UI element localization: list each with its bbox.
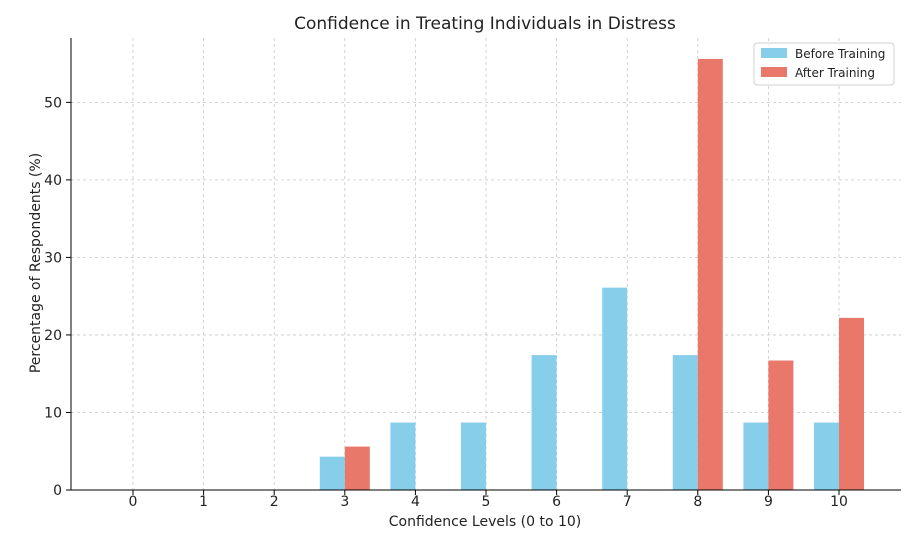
bar-after-training-8 xyxy=(697,58,723,490)
y-tick-label: 0 xyxy=(53,483,62,499)
x-tick-label: 4 xyxy=(411,494,420,510)
bar-after-training-9 xyxy=(768,360,794,490)
legend: Before Training After Training xyxy=(753,42,895,86)
x-tick-label: 9 xyxy=(764,494,773,510)
bar-after-training-3 xyxy=(344,446,370,490)
bar-before-training-3 xyxy=(319,456,345,490)
x-tick-label: 2 xyxy=(270,494,279,510)
bar-before-training-6 xyxy=(531,355,557,490)
legend-label-after-training: After Training xyxy=(795,66,875,80)
x-axis-title: Confidence Levels (0 to 10) xyxy=(389,514,581,530)
bar-before-training-7 xyxy=(602,287,628,490)
y-axis-title: Percentage of Respondents (%) xyxy=(28,153,44,373)
bar-after-training-10 xyxy=(839,317,864,490)
x-tick-label: 3 xyxy=(340,494,349,510)
bar-before-training-5 xyxy=(461,422,486,490)
y-tick-label: 50 xyxy=(44,95,62,111)
x-tick-label: 5 xyxy=(482,494,491,510)
bar-before-training-8 xyxy=(672,355,698,490)
x-tick-label: 10 xyxy=(830,494,848,510)
bar-before-training-10 xyxy=(814,422,839,490)
chart-title: Confidence in Treating Individuals in Di… xyxy=(294,14,676,34)
bar-before-training-4 xyxy=(390,422,416,490)
y-tick-label: 30 xyxy=(44,250,62,266)
y-tick-label: 10 xyxy=(44,405,62,421)
x-tick-label: 7 xyxy=(623,494,632,510)
bars xyxy=(319,58,864,490)
x-tick-label: 0 xyxy=(129,494,138,510)
x-tick-label: 8 xyxy=(693,494,702,510)
legend-label-before-training: Before Training xyxy=(795,47,885,61)
y-tick-label: 40 xyxy=(44,173,62,189)
x-tick-label: 6 xyxy=(552,494,561,510)
legend-box xyxy=(753,42,895,86)
x-tick-label: 1 xyxy=(199,494,208,510)
legend-swatch-after-training xyxy=(761,67,787,77)
y-tick-label: 20 xyxy=(44,328,62,344)
y-axis-ticks: 0 10 20 30 40 50 xyxy=(44,95,71,499)
legend-swatch-before-training xyxy=(761,48,787,58)
x-axis-ticks: 0 1 2 3 4 5 6 7 8 9 10 xyxy=(129,490,848,510)
bar-before-training-9 xyxy=(743,422,769,490)
